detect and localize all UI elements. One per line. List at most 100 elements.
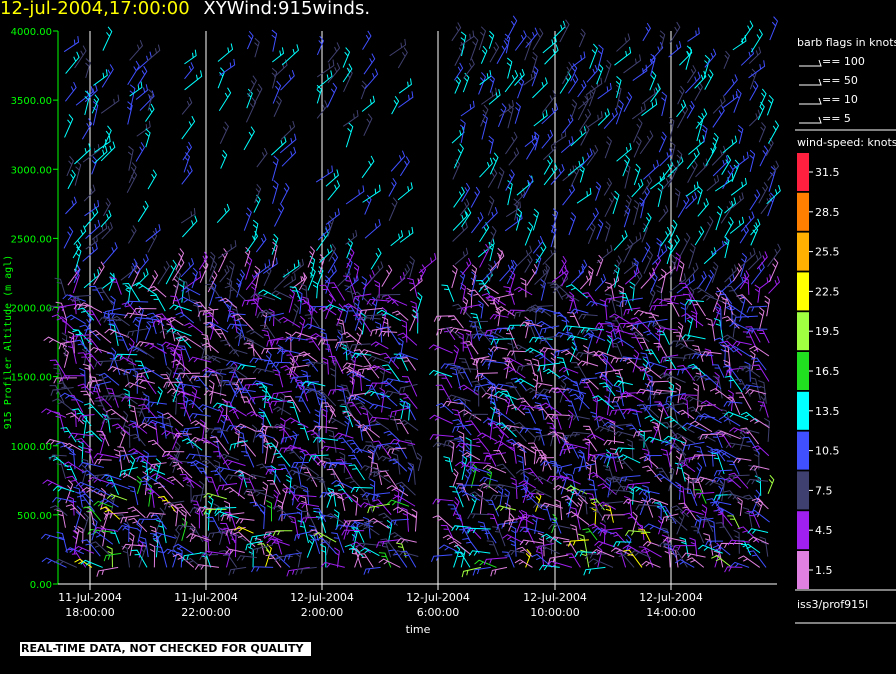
wind-barb [377,455,399,463]
wind-barb [490,338,515,346]
wind-barb [749,417,770,429]
wind-barb [346,238,353,259]
wind-barb [139,366,164,379]
wind-barb [657,327,679,333]
color-legend-label: 16.5 [815,365,840,378]
wind-barb [758,380,767,404]
wind-barb [208,306,215,327]
wind-barb [452,221,468,242]
wind-barb [93,453,119,459]
wind-barb [602,353,609,377]
wind-barb [764,295,771,317]
wind-barb [577,80,587,98]
wind-barb [639,130,654,155]
wind-barb [96,566,119,577]
wind-barb [749,509,770,523]
wind-barb [504,502,511,521]
y-tick-label: 1500.00 [11,373,52,384]
wind-barb [92,101,99,126]
wind-barb [313,532,337,543]
wind-barb [541,129,554,149]
wind-barb [740,247,756,268]
wind-barb [260,309,282,324]
wind-barb [714,337,735,353]
wind-barb [176,390,201,400]
wind-barb [184,557,202,568]
wind-barb [767,192,776,217]
wind-barb [715,522,734,541]
wind-barb [561,267,569,287]
wind-barb [459,119,466,144]
x-tick-date: 12-Jul-2004 [523,591,587,604]
wind-barb [724,264,737,283]
wind-barb [343,303,363,313]
wind-barb [278,447,302,454]
wind-barb [81,464,87,483]
wind-barb [132,307,157,315]
wind-barb [591,548,615,558]
wind-barb [497,485,504,506]
wind-barb [488,30,495,49]
wind-barb [662,537,686,543]
wind-barb [718,542,743,549]
wind-barb [710,432,723,449]
wind-barb [435,402,454,415]
wind-barb [49,505,68,517]
wind-barb [633,309,660,317]
wind-barb [531,51,538,73]
wind-barb [750,218,761,236]
wind-barb [360,464,382,472]
wind-barb [530,446,537,465]
wind-barb [308,454,329,462]
wind-barb [746,305,768,313]
wind-barb [576,497,583,518]
wind-barb [222,459,246,467]
wind-barb [100,94,120,114]
wind-barb [64,81,77,102]
wind-barb [669,273,687,293]
wind-barb [689,537,698,557]
wind-barb [515,516,534,525]
wind-barb [161,430,183,438]
wind-barb [597,44,604,70]
wind-barb [477,488,484,515]
wind-barb [610,342,623,358]
wind-barb [312,280,319,299]
wind-barb [514,102,521,124]
wind-barb [679,282,695,301]
wind-barb [475,372,498,380]
wind-barb [569,393,590,410]
wind-barb [145,224,161,242]
wind-barb [91,488,113,498]
wind-barb [739,270,750,290]
wind-barb [712,105,725,128]
wind-barb [721,340,743,356]
wind-barb [364,219,381,239]
wind-barb [675,149,683,171]
wind-barb [694,489,707,504]
wind-barb [176,381,185,406]
wind-barb [516,454,525,479]
wind-barb [161,341,183,349]
wind-barb [278,316,301,328]
wind-barb [247,75,257,98]
wind-barb [285,417,309,429]
wind-barb [438,544,463,555]
wind-barb [696,514,702,534]
wind-barb [704,69,714,90]
wind-barb [376,309,402,322]
wind-barb [733,315,758,323]
wind-barb [249,357,273,364]
wind-barb [180,279,191,301]
wind-barb [297,298,318,314]
wind-barb [537,545,560,555]
wind-barb [165,366,172,390]
wind-barb [468,491,490,503]
wind-barb [454,41,466,66]
wind-barb [622,544,643,554]
wind-barb [661,91,668,117]
color-swatch [797,312,809,351]
wind-barb [447,504,462,522]
wind-barb [298,272,308,291]
wind-barb [209,251,216,271]
